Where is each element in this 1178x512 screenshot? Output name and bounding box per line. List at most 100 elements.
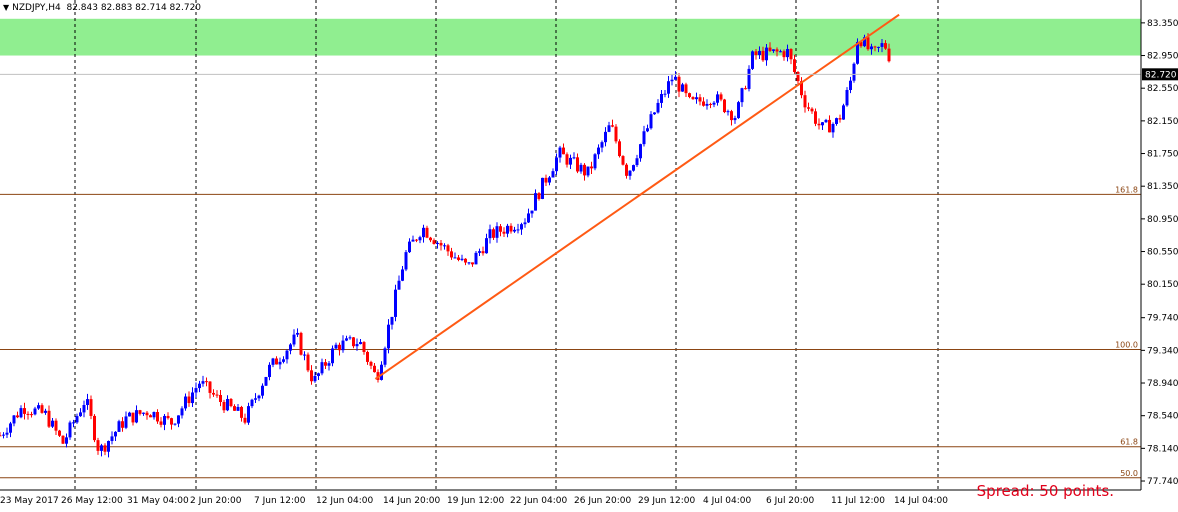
candle-body (558, 147, 562, 158)
candle-body (149, 415, 152, 418)
candle-58 (201, 375, 205, 387)
candle-103 (359, 338, 362, 345)
candle-body (786, 48, 789, 58)
candle-body (845, 90, 849, 106)
candle-body (411, 239, 415, 242)
candle-body (523, 222, 527, 225)
candle-body (765, 47, 768, 61)
candle-199 (695, 92, 698, 104)
candle-150 (523, 218, 527, 228)
candle-body (817, 123, 821, 126)
candle-body (884, 43, 887, 49)
candle-body (705, 103, 709, 106)
candle-41 (142, 412, 145, 416)
candle-13 (44, 408, 47, 415)
candle-body (44, 410, 47, 413)
candle-244 (852, 62, 856, 83)
candle-body (145, 412, 149, 416)
candle-146 (509, 223, 513, 234)
candle-body (47, 410, 51, 427)
dropdown-triangle-icon[interactable]: ▼ (3, 3, 10, 12)
candle-body (436, 242, 439, 245)
candle-body (229, 398, 233, 407)
candle-21 (72, 419, 75, 428)
candle-112 (390, 316, 394, 330)
candle-body (614, 126, 618, 142)
candle-body (79, 412, 82, 417)
candle-22 (75, 413, 79, 424)
candle-188 (656, 99, 660, 114)
candle-233 (814, 108, 817, 127)
candle-body (194, 388, 198, 393)
candle-102 (355, 338, 359, 351)
candle-body (754, 51, 758, 56)
candle-228 (796, 70, 800, 86)
candle-body (117, 421, 121, 432)
candle-42 (145, 410, 149, 420)
candle-29 (100, 443, 103, 457)
candle-250 (873, 45, 877, 52)
candle-body (282, 359, 285, 362)
candle-body (313, 375, 317, 382)
y-tick-label-8: 80.150 (1147, 280, 1178, 290)
candle-body (569, 157, 572, 165)
candle-57 (198, 380, 201, 393)
candle-225 (786, 44, 789, 62)
candle-body (254, 398, 257, 400)
candle-body (870, 46, 873, 50)
x-tick-label-4: 7 Jun 12:00 (254, 496, 306, 506)
candle-body (485, 238, 488, 254)
candle-body (72, 422, 75, 424)
candle-4 (12, 414, 16, 427)
candle-body (30, 414, 33, 416)
candle-body (12, 415, 16, 424)
candle-body (128, 412, 131, 417)
candle-body (562, 147, 565, 155)
candle-0 (0, 432, 2, 437)
x-tick-label-7: 19 Jun 12:00 (447, 496, 504, 506)
candle-198 (691, 96, 695, 100)
candle-body (656, 102, 660, 113)
candle-body (779, 51, 782, 53)
candle-40 (138, 409, 142, 416)
candle-body (551, 171, 555, 178)
candle-216 (754, 48, 758, 60)
candle-body (464, 258, 467, 263)
candle-140 (488, 224, 492, 244)
candle-body (0, 435, 2, 437)
candle-body (831, 123, 835, 133)
candle-125 (436, 241, 439, 249)
candle-body (639, 144, 642, 159)
candle-168 (586, 166, 590, 178)
candle-body (810, 108, 814, 112)
candle-body (866, 37, 870, 50)
candle-178 (621, 155, 625, 166)
candle-209 (730, 109, 733, 126)
candle-body (502, 231, 506, 234)
candle-222 (775, 47, 779, 57)
candle-54 (187, 391, 191, 407)
candle-229 (800, 77, 803, 99)
candle-157 (548, 175, 551, 186)
candle-107 (373, 362, 376, 373)
candle-body (131, 412, 135, 423)
candle-body (107, 440, 110, 452)
candle-body (380, 364, 383, 380)
candle-body (744, 88, 747, 90)
candle-177 (618, 139, 621, 158)
candle-body (719, 94, 723, 100)
candle-body (247, 406, 250, 423)
candle-211 (737, 100, 740, 119)
candle-223 (779, 49, 782, 53)
candle-23 (79, 408, 82, 417)
candle-2 (5, 427, 9, 439)
candle-220 (768, 42, 772, 52)
candle-152 (530, 210, 534, 218)
candle-body (89, 399, 93, 416)
candle-17 (58, 429, 61, 438)
candle-body (698, 97, 702, 102)
candle-body (642, 131, 646, 145)
candle-11 (37, 402, 40, 410)
candle-body (208, 381, 212, 393)
candle-101 (352, 337, 355, 349)
